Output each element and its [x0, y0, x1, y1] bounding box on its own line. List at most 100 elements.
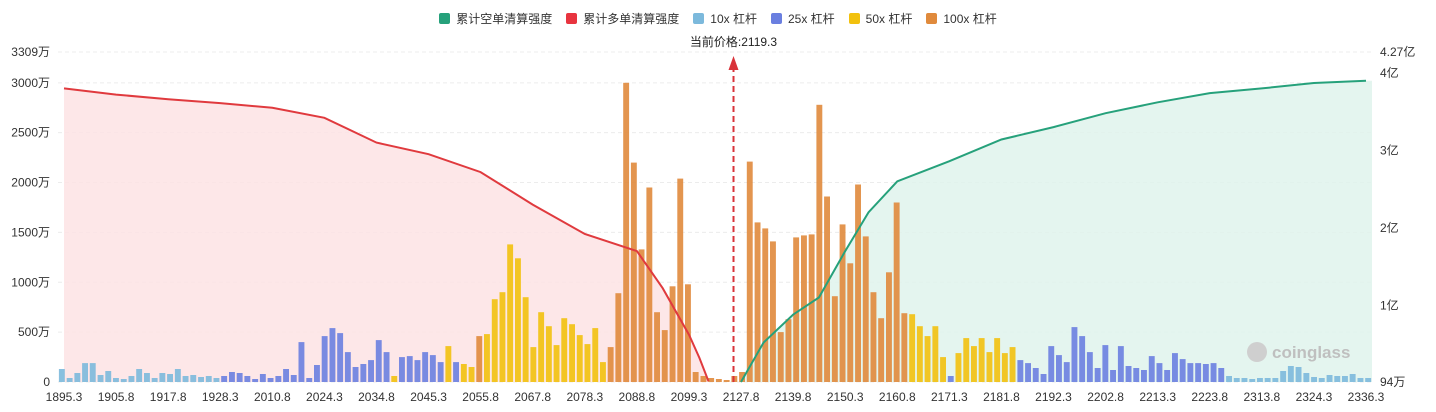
legend-item[interactable]: 10x 杠杆 [693, 10, 757, 27]
bar-25x [1063, 362, 1070, 382]
bar-10x [1226, 376, 1232, 382]
bar-25x [352, 367, 359, 382]
bar-50x [445, 346, 452, 382]
y-left-tick-label: 0 [43, 375, 50, 389]
bar-25x [321, 336, 328, 382]
legend-item[interactable]: 累计空单清算强度 [439, 10, 552, 27]
bar-100x [785, 319, 792, 382]
chart-legend: 累计空单清算强度 累计多单清算强度 10x 杠杆 25x 杠杆 50x 杠杆 100x 杠… [0, 10, 1436, 27]
bar-25x [1133, 368, 1140, 382]
legend-swatch [926, 13, 938, 24]
bar-25x [221, 376, 228, 382]
bar-25x [1202, 364, 1209, 382]
cumulative-lines [63, 79, 1367, 383]
bar-25x [429, 355, 436, 382]
bar-25x [314, 365, 320, 382]
bar-100x [607, 347, 614, 382]
x-tick-label: 2010.8 [254, 390, 291, 404]
bar-100x [623, 82, 630, 383]
bar-50x [994, 338, 1001, 382]
current-price-arrow [728, 56, 739, 70]
legend-label: 100x 杠杆 [943, 12, 997, 26]
bar-100x [746, 161, 753, 382]
bar-10x [1287, 366, 1294, 382]
bar-10x [159, 373, 166, 382]
bar-100x [476, 336, 483, 382]
bar-10x [151, 378, 158, 382]
bar-25x [1164, 370, 1171, 382]
bar-25x [1187, 363, 1194, 382]
bar-25x [453, 362, 459, 382]
bar-10x [198, 377, 204, 382]
y-right-tick-label: 94万 [1380, 375, 1405, 389]
bar-10x [1311, 377, 1317, 382]
x-tick-label: 2324.3 [1296, 390, 1333, 404]
bar-10x [1318, 378, 1325, 382]
x-tick-label: 2192.3 [1035, 390, 1072, 404]
y-left-tick-label: 3000万 [11, 76, 50, 90]
bar-25x [1086, 352, 1093, 382]
bar-50x [924, 336, 931, 382]
y-right-tick-label: 2亿 [1380, 220, 1399, 235]
y-left-tick-label: 1000万 [11, 275, 50, 289]
x-tick-label: 2150.3 [827, 390, 864, 404]
bar-25x [344, 352, 351, 382]
bar-10x [1272, 378, 1279, 382]
watermark-text: coinglass [1272, 343, 1350, 362]
x-tick-label: 2088.8 [619, 390, 656, 404]
bar-10x [82, 363, 88, 382]
bar-25x [1195, 363, 1202, 382]
bar-50x [553, 345, 560, 382]
bar-10x [1295, 367, 1302, 382]
bar-25x [1094, 368, 1101, 382]
legend-item[interactable]: 累计多单清算强度 [566, 10, 679, 27]
bar-25x [329, 328, 336, 382]
bar-100x [669, 286, 676, 382]
bar-100x [723, 380, 730, 382]
legend-label: 50x 杠杆 [865, 12, 913, 26]
bar-100x [754, 222, 761, 382]
bar-100x [646, 187, 653, 382]
bar-10x [1357, 378, 1364, 382]
bar-10x [213, 378, 220, 382]
bar-25x [1048, 346, 1055, 382]
bar-10x [113, 378, 119, 382]
bar-25x [1210, 363, 1217, 382]
bar-100x [816, 104, 823, 383]
bar-25x [252, 379, 259, 382]
x-tick-label: 2067.8 [514, 390, 551, 404]
legend-swatch [848, 13, 860, 24]
bar-10x [97, 375, 104, 382]
bar-100x [893, 202, 900, 382]
x-tick-label: 2045.3 [410, 390, 447, 404]
bar-100x [715, 379, 722, 382]
bar-50x [460, 364, 467, 382]
bar-50x [561, 318, 568, 382]
bar-100x [762, 228, 769, 382]
legend-item[interactable]: 100x 杠杆 [926, 10, 997, 27]
bar-100x [901, 313, 908, 382]
bar-10x [174, 369, 181, 382]
y-left-tick-label: 500万 [18, 325, 50, 339]
bar-100x [700, 376, 707, 382]
watermark: coinglass [1247, 342, 1350, 362]
bar-100x [855, 184, 861, 382]
bar-25x [236, 373, 243, 382]
bar-25x [283, 369, 289, 382]
bar-10x [1303, 373, 1310, 382]
bar-50x [484, 334, 490, 382]
bar-100x [824, 196, 830, 382]
bar-10x [1280, 371, 1287, 382]
legend-swatch [693, 13, 705, 24]
bar-25x [1148, 356, 1155, 382]
x-tick-label: 2313.8 [1243, 390, 1280, 404]
long-cumulative-line [63, 87, 710, 382]
bar-50x [1009, 347, 1016, 382]
bar-50x [545, 326, 552, 382]
y-left-tick-label: 2000万 [11, 176, 50, 190]
legend-item[interactable]: 25x 杠杆 [770, 10, 835, 27]
legend-item[interactable]: 50x 杠杆 [848, 10, 913, 27]
x-tick-label: 2024.3 [306, 390, 343, 404]
current-price-label: 当前价格:2119.3 [690, 34, 777, 49]
bar-25x [1172, 353, 1178, 382]
